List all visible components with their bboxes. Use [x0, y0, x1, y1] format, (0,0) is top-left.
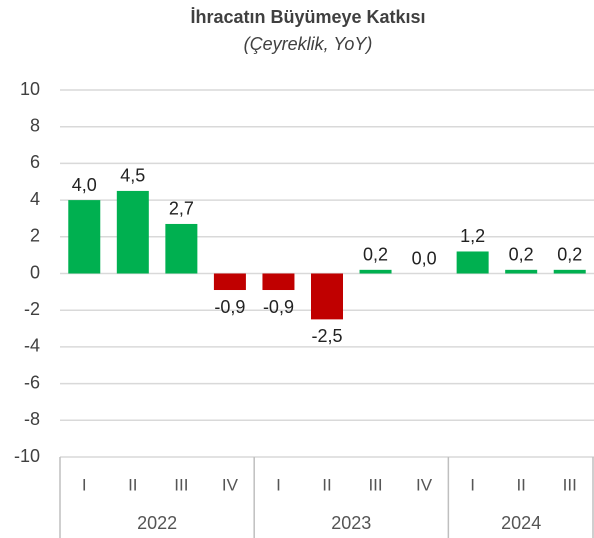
y-tick-label: -10 — [14, 446, 40, 466]
value-label: -2,5 — [311, 326, 342, 346]
chart-subtitle: (Çeyreklik, YoY) — [244, 34, 373, 54]
y-tick-label: -8 — [24, 409, 40, 429]
bar — [262, 273, 295, 291]
bar — [213, 273, 246, 291]
value-label: 0,2 — [509, 245, 534, 265]
value-label: 0,2 — [557, 245, 582, 265]
value-label: 4,5 — [120, 166, 145, 186]
value-label: 4,0 — [72, 175, 97, 195]
value-label: -0,9 — [263, 297, 294, 317]
group-label: 2023 — [331, 513, 371, 533]
y-tick-label: 10 — [20, 79, 40, 99]
y-tick-label: -6 — [24, 372, 40, 392]
chart-title: İhracatın Büyümeye Katkısı — [190, 7, 425, 27]
value-label: 2,7 — [169, 199, 194, 219]
y-tick-label: 4 — [30, 189, 40, 209]
y-tick-label: 6 — [30, 152, 40, 172]
x-tick-label: II — [128, 475, 137, 494]
y-tick-label: 2 — [30, 226, 40, 246]
bar — [311, 273, 343, 320]
x-tick-label: I — [82, 475, 87, 494]
y-tick-label: -2 — [24, 299, 40, 319]
bar — [116, 190, 149, 274]
value-label: -0,9 — [214, 297, 245, 317]
group-label: 2022 — [137, 513, 177, 533]
value-label: 0,0 — [412, 248, 437, 268]
y-tick-label: 8 — [30, 115, 40, 135]
bar — [456, 251, 489, 274]
bar — [165, 223, 198, 274]
y-tick-label: 0 — [30, 262, 40, 282]
x-tick-label: I — [470, 475, 475, 494]
x-tick-label: I — [276, 475, 281, 494]
x-tick-label: III — [368, 475, 382, 494]
bar — [359, 269, 392, 274]
x-tick-label: II — [516, 475, 525, 494]
value-label: 1,2 — [460, 226, 485, 246]
x-tick-label: IV — [222, 475, 239, 494]
y-tick-label: -4 — [24, 336, 40, 356]
x-tick-label: IV — [416, 475, 433, 494]
bar — [68, 200, 101, 274]
bar — [505, 269, 538, 274]
value-label: 0,2 — [363, 245, 388, 265]
x-tick-label: III — [174, 475, 188, 494]
group-label: 2024 — [501, 513, 541, 533]
x-tick-label: III — [563, 475, 577, 494]
x-tick-label: II — [322, 475, 331, 494]
bar — [553, 269, 586, 274]
